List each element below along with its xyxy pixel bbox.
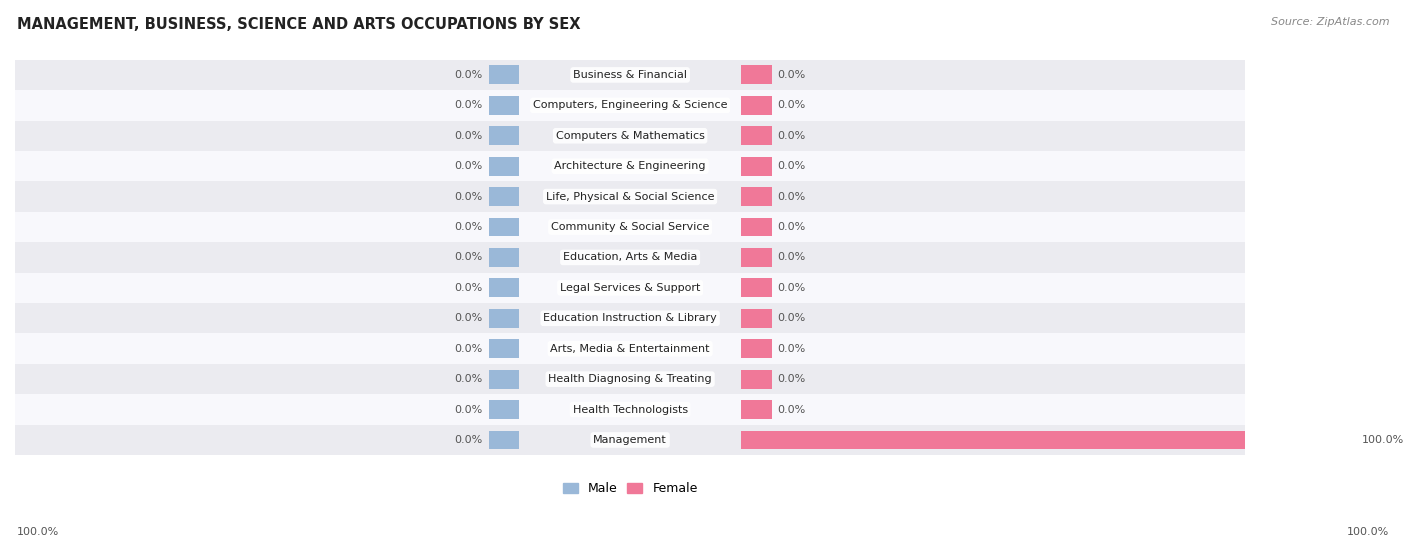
Text: 0.0%: 0.0%: [778, 405, 806, 415]
Bar: [15, 364, 1246, 394]
Text: Education Instruction & Library: Education Instruction & Library: [543, 313, 717, 323]
Bar: [489, 217, 519, 236]
Bar: [489, 369, 519, 389]
Bar: [741, 248, 772, 267]
Text: 0.0%: 0.0%: [778, 161, 806, 171]
Text: Education, Arts & Media: Education, Arts & Media: [562, 253, 697, 262]
Bar: [15, 60, 1246, 90]
Bar: [15, 303, 1246, 334]
Text: Computers & Mathematics: Computers & Mathematics: [555, 131, 704, 141]
Text: Legal Services & Support: Legal Services & Support: [560, 283, 700, 293]
Text: 0.0%: 0.0%: [454, 283, 482, 293]
Text: 0.0%: 0.0%: [454, 101, 482, 110]
Text: 0.0%: 0.0%: [778, 192, 806, 202]
Text: 0.0%: 0.0%: [454, 192, 482, 202]
Bar: [489, 126, 519, 145]
Text: 0.0%: 0.0%: [778, 313, 806, 323]
Text: 0.0%: 0.0%: [454, 70, 482, 80]
Bar: [741, 96, 772, 115]
Bar: [489, 96, 519, 115]
Bar: [15, 212, 1246, 242]
Text: Health Technologists: Health Technologists: [572, 405, 688, 415]
Bar: [15, 334, 1246, 364]
Text: 0.0%: 0.0%: [454, 222, 482, 232]
Bar: [741, 187, 772, 206]
Bar: [741, 400, 772, 419]
Bar: [741, 217, 772, 236]
Text: 0.0%: 0.0%: [454, 131, 482, 141]
Bar: [15, 90, 1246, 121]
Text: 0.0%: 0.0%: [454, 405, 482, 415]
Bar: [15, 121, 1246, 151]
Text: 0.0%: 0.0%: [454, 313, 482, 323]
Text: 0.0%: 0.0%: [454, 374, 482, 384]
Bar: [15, 273, 1246, 303]
Text: 0.0%: 0.0%: [454, 253, 482, 262]
Text: MANAGEMENT, BUSINESS, SCIENCE AND ARTS OCCUPATIONS BY SEX: MANAGEMENT, BUSINESS, SCIENCE AND ARTS O…: [17, 17, 581, 32]
Text: Computers, Engineering & Science: Computers, Engineering & Science: [533, 101, 727, 110]
Text: 0.0%: 0.0%: [778, 374, 806, 384]
Bar: [15, 242, 1246, 273]
Text: 0.0%: 0.0%: [778, 222, 806, 232]
Text: 0.0%: 0.0%: [454, 161, 482, 171]
Bar: [741, 339, 772, 358]
Bar: [15, 181, 1246, 212]
Bar: [489, 248, 519, 267]
Text: 100.0%: 100.0%: [1347, 527, 1389, 537]
Text: Source: ZipAtlas.com: Source: ZipAtlas.com: [1271, 17, 1389, 27]
Bar: [489, 65, 519, 84]
Text: Architecture & Engineering: Architecture & Engineering: [554, 161, 706, 171]
Text: 100.0%: 100.0%: [1362, 435, 1405, 445]
Bar: [741, 369, 772, 389]
Bar: [489, 339, 519, 358]
Bar: [489, 400, 519, 419]
Text: 0.0%: 0.0%: [778, 70, 806, 80]
Bar: [741, 278, 772, 297]
Text: Business & Financial: Business & Financial: [574, 70, 688, 80]
Bar: [489, 278, 519, 297]
Text: 0.0%: 0.0%: [454, 344, 482, 354]
Text: Life, Physical & Social Science: Life, Physical & Social Science: [546, 192, 714, 202]
Text: 0.0%: 0.0%: [778, 283, 806, 293]
Bar: [741, 65, 772, 84]
Text: 0.0%: 0.0%: [778, 344, 806, 354]
Text: 0.0%: 0.0%: [778, 131, 806, 141]
Bar: [741, 126, 772, 145]
Text: Health Diagnosing & Treating: Health Diagnosing & Treating: [548, 374, 711, 384]
Bar: [489, 430, 519, 449]
Bar: [15, 394, 1246, 425]
Bar: [15, 151, 1246, 181]
Text: 0.0%: 0.0%: [454, 435, 482, 445]
Bar: [489, 157, 519, 176]
Text: Management: Management: [593, 435, 666, 445]
Text: 0.0%: 0.0%: [778, 253, 806, 262]
Text: Community & Social Service: Community & Social Service: [551, 222, 709, 232]
Bar: [15, 425, 1246, 455]
Legend: Male, Female: Male, Female: [558, 477, 703, 500]
Bar: [741, 430, 1355, 449]
Text: Arts, Media & Entertainment: Arts, Media & Entertainment: [550, 344, 710, 354]
Bar: [489, 309, 519, 328]
Text: 0.0%: 0.0%: [778, 101, 806, 110]
Text: 100.0%: 100.0%: [17, 527, 59, 537]
Bar: [741, 309, 772, 328]
Bar: [489, 187, 519, 206]
Bar: [741, 157, 772, 176]
